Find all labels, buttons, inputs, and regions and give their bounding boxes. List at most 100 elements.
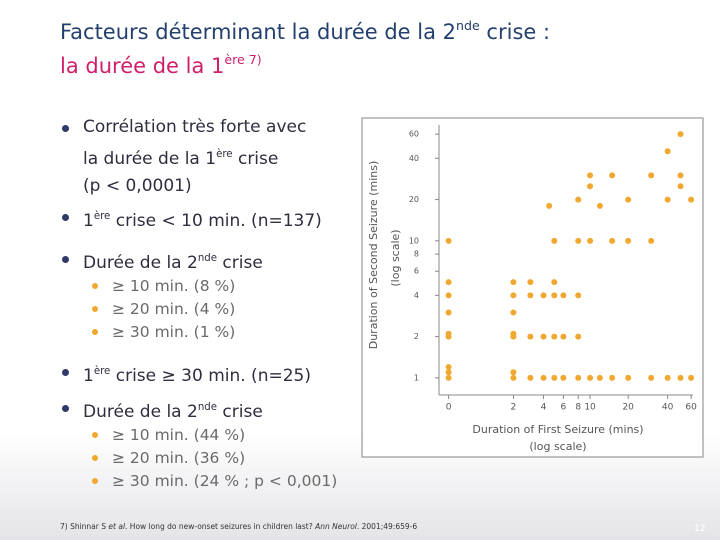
text: la durée de la 1 [83,149,217,170]
point [587,172,594,179]
point [551,333,558,340]
bullet-dot [62,369,69,376]
bullet-dot [92,306,98,312]
point [664,196,671,203]
point [664,374,671,381]
point [625,374,632,381]
bullet: Corrélation très forte avec la durée de l… [83,114,306,200]
bullet: Durée de la 2nde crise [83,394,263,426]
point [575,374,582,381]
point [587,237,594,244]
point [445,369,452,376]
bullet: 1ère crise < 10 min. (n=137) [83,203,322,235]
chart-frame [361,117,704,458]
point [510,374,517,381]
point [527,333,534,340]
point [677,172,684,179]
bullet-dot [62,405,69,412]
point [445,309,452,316]
text: crise < 10 min. (n=137) [110,211,322,232]
text: ère [93,211,111,222]
point [625,237,632,244]
point [575,237,582,244]
point [560,333,567,340]
point [609,237,616,244]
bullet-dot [92,432,98,438]
text: Facteurs déterminant la durée de la 2 [60,19,457,44]
bullet: Durée de la 2nde crise [83,245,263,277]
text: . 2001;49:659-6 [356,522,418,531]
bullet-dot [62,125,69,132]
point [587,374,594,381]
x-tick-label: 4 [541,403,547,413]
title-line-1: Facteurs déterminant la durée de la 2nde… [60,18,550,44]
sub-bullet: ≥ 20 min. (36 %) [112,449,246,467]
y-tick-label: 20 [409,195,419,204]
sub-bullet: ≥ 30 min. (24 % ; p < 0,001) [112,472,338,490]
point [527,374,534,381]
point [551,374,558,381]
point [445,237,452,244]
point [445,292,452,299]
point [445,374,452,381]
text: ère 7) [224,52,262,67]
point [688,196,695,203]
point [551,279,558,286]
text: crise [217,402,263,423]
point [596,374,603,381]
point [540,292,547,299]
point [648,237,655,244]
x-tick-label: 40 [662,403,674,413]
point [510,330,517,337]
y-tick-label: 2 [414,332,419,341]
page-number: 12 [694,524,706,534]
text: ère [93,366,111,377]
y-tick-label: 6 [414,267,419,276]
text: crise [232,149,279,170]
point [510,279,517,286]
point [540,333,547,340]
text: nde [197,402,218,413]
text: 7) Shinnar S [60,522,109,531]
title-line-2: la durée de la 1ère 7) [60,52,262,78]
point [677,374,684,381]
text: ère [216,149,233,160]
text: nde [456,18,480,33]
point [540,374,547,381]
text: crise : [479,19,551,44]
sub-bullet: ≥ 10 min. (44 %) [112,426,246,444]
x-tick-label: 2 [511,403,517,413]
point [625,196,632,203]
text: (p < 0,0001) [83,176,192,197]
text: 1 [83,211,94,232]
point [510,292,517,299]
y-tick-label: 1 [414,373,419,382]
x-tick-label: 6 [561,403,567,413]
point [648,172,655,179]
y-tick-label: 60 [409,130,419,139]
point [527,292,534,299]
x-tick-label: 60 [685,403,697,413]
point [609,374,616,381]
bullet-dot [92,283,98,289]
point [575,333,582,340]
text: crise [217,253,263,274]
y-axis-sublabel: (log scale) [389,229,402,286]
bullet-dot [92,455,98,461]
x-axis-label: Duration of First Seizure (mins) [472,423,643,436]
point [596,202,603,209]
sub-bullet: ≥ 30 min. (1 %) [112,323,236,341]
sub-bullet: ≥ 20 min. (4 %) [112,300,236,318]
text: la durée de la 1 [60,53,225,78]
text: Durée de la 2 [83,402,198,423]
point [551,292,558,299]
text: Corrélation très forte avec [83,117,307,137]
text: . How long do new-onset seizures in chil… [125,522,316,531]
footnote: 7) Shinnar S et al. How long do new-onse… [60,522,417,531]
point [575,292,582,299]
point [546,202,553,209]
text: et al [108,522,126,531]
point [587,183,594,190]
point [551,237,558,244]
